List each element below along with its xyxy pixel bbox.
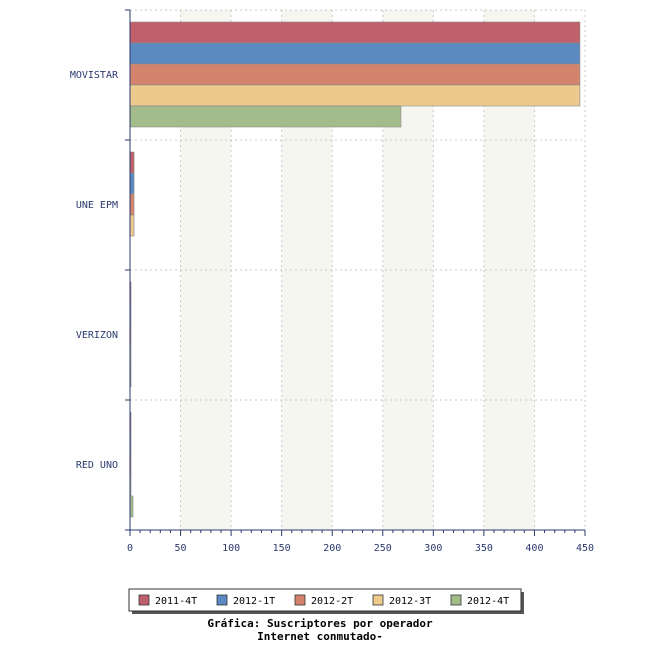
bar	[129, 151, 135, 174]
bars	[129, 21, 581, 518]
chart-caption: Gráfica: Suscriptores por operador Inter…	[150, 617, 490, 643]
x-tick-labels: 0 50 100 150 200 250 300 350 400 450	[127, 543, 594, 554]
legend-swatch	[372, 594, 384, 606]
bar	[129, 84, 581, 107]
category-label: VERIZON	[76, 330, 118, 341]
legend-box	[128, 588, 522, 612]
x-tick-label: 0	[127, 543, 133, 554]
x-tick-label: 350	[475, 543, 493, 554]
bar	[129, 21, 581, 44]
bar	[129, 172, 135, 195]
legend-swatch	[138, 594, 150, 606]
legend-label: 2012-3T	[389, 596, 431, 607]
x-tick-label: 400	[525, 543, 543, 554]
x-tick-label: 150	[273, 543, 291, 554]
legend-label: 2012-4T	[467, 596, 509, 607]
x-tick-label: 200	[323, 543, 341, 554]
bar	[129, 63, 581, 86]
legend-label: 2012-2T	[311, 596, 353, 607]
category-label: UNE EPM	[76, 200, 118, 211]
legend: 2011-4T 2012-1T 2012-2T 2012-3T 2012-4T	[128, 588, 524, 614]
category-label: MOVISTAR	[70, 70, 119, 81]
category-label: RED UNO	[76, 460, 118, 471]
category-labels: MOVISTAR UNE EPM VERIZON RED UNO	[70, 70, 119, 471]
x-tick-label: 250	[374, 543, 392, 554]
bar	[129, 214, 135, 237]
x-tick-label: 100	[222, 543, 240, 554]
bar	[129, 42, 581, 65]
x-tick-label: 50	[175, 543, 187, 554]
legend-swatch	[216, 594, 228, 606]
x-tick-label: 300	[424, 543, 442, 554]
caption-line-1: Gráfica: Suscriptores por operador	[207, 617, 433, 630]
x-tick-label: 450	[576, 543, 594, 554]
bar	[129, 193, 135, 216]
bar	[129, 105, 402, 128]
legend-swatch	[450, 594, 462, 606]
legend-swatch	[294, 594, 306, 606]
caption-line-2: Internet conmutado-	[257, 630, 383, 643]
legend-label: 2011-4T	[155, 596, 197, 607]
legend-label: 2012-1T	[233, 596, 275, 607]
axes	[125, 9, 586, 536]
